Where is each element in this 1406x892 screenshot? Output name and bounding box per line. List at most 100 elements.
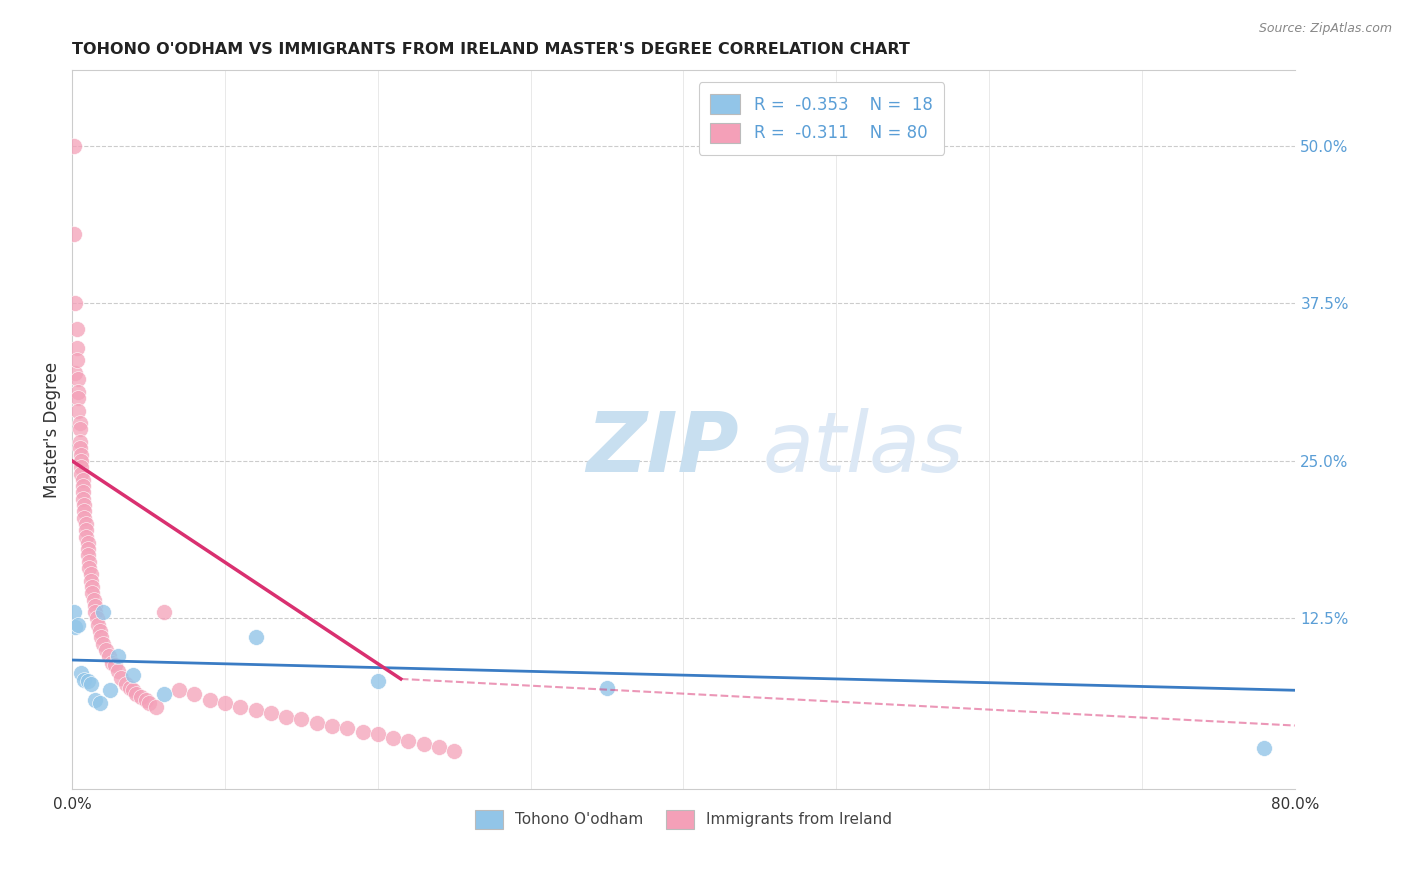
Point bbox=[79, 567, 101, 582]
Point bbox=[72, 491, 94, 506]
Point bbox=[229, 699, 252, 714]
Point bbox=[153, 687, 176, 701]
Point bbox=[135, 693, 157, 707]
Point bbox=[91, 605, 114, 619]
Point bbox=[427, 739, 450, 754]
Point bbox=[67, 384, 90, 399]
Point bbox=[73, 504, 96, 518]
Point bbox=[77, 555, 100, 569]
Point bbox=[69, 442, 91, 456]
Point bbox=[145, 699, 167, 714]
Point bbox=[305, 716, 328, 731]
Point bbox=[97, 649, 120, 664]
Point bbox=[382, 731, 405, 746]
Point bbox=[120, 681, 142, 695]
Point bbox=[65, 366, 87, 380]
Point bbox=[91, 637, 114, 651]
Point bbox=[129, 690, 152, 704]
Point bbox=[70, 467, 93, 481]
Point bbox=[107, 665, 129, 679]
Point bbox=[198, 693, 221, 707]
Point bbox=[70, 665, 93, 680]
Point bbox=[101, 656, 124, 670]
Point bbox=[67, 391, 90, 405]
Point bbox=[107, 649, 129, 664]
Point bbox=[84, 605, 107, 619]
Point bbox=[72, 485, 94, 500]
Point bbox=[104, 658, 127, 673]
Point bbox=[122, 668, 145, 682]
Point bbox=[125, 687, 148, 701]
Point bbox=[89, 696, 111, 710]
Point bbox=[83, 592, 105, 607]
Point bbox=[70, 454, 93, 468]
Point bbox=[110, 671, 132, 685]
Point bbox=[72, 473, 94, 487]
Point bbox=[367, 674, 389, 689]
Point bbox=[66, 341, 89, 355]
Point bbox=[79, 574, 101, 588]
Point bbox=[69, 416, 91, 430]
Point bbox=[75, 523, 97, 537]
Point bbox=[82, 586, 104, 600]
Point bbox=[76, 536, 98, 550]
Point bbox=[94, 643, 117, 657]
Point bbox=[65, 296, 87, 310]
Point bbox=[62, 139, 84, 153]
Point bbox=[138, 696, 160, 710]
Point bbox=[596, 681, 619, 695]
Point bbox=[66, 321, 89, 335]
Point bbox=[76, 549, 98, 563]
Point bbox=[396, 733, 419, 747]
Text: atlas: atlas bbox=[763, 408, 965, 489]
Point bbox=[73, 498, 96, 512]
Point bbox=[76, 674, 98, 689]
Point bbox=[62, 227, 84, 242]
Point bbox=[67, 403, 90, 417]
Point bbox=[84, 599, 107, 613]
Point bbox=[100, 683, 122, 698]
Point bbox=[73, 510, 96, 524]
Point bbox=[352, 724, 374, 739]
Point bbox=[73, 673, 96, 688]
Point bbox=[87, 617, 110, 632]
Point bbox=[276, 709, 298, 723]
Point bbox=[114, 677, 136, 691]
Point bbox=[367, 727, 389, 741]
Point bbox=[66, 353, 89, 368]
Point bbox=[69, 422, 91, 436]
Point bbox=[90, 631, 112, 645]
Point bbox=[336, 721, 359, 735]
Point bbox=[183, 687, 205, 701]
Point bbox=[412, 738, 434, 752]
Point bbox=[67, 617, 90, 632]
Point bbox=[72, 479, 94, 493]
Point bbox=[1253, 741, 1275, 756]
Point bbox=[167, 683, 190, 698]
Point bbox=[67, 372, 90, 386]
Point bbox=[82, 580, 104, 594]
Text: TOHONO O'ODHAM VS IMMIGRANTS FROM IRELAND MASTER'S DEGREE CORRELATION CHART: TOHONO O'ODHAM VS IMMIGRANTS FROM IRELAN… bbox=[72, 42, 910, 57]
Point bbox=[260, 706, 283, 720]
Legend: Tohono O'odham, Immigrants from Ireland: Tohono O'odham, Immigrants from Ireland bbox=[470, 804, 898, 835]
Point bbox=[86, 611, 108, 625]
Point bbox=[214, 696, 236, 710]
Point bbox=[79, 677, 101, 691]
Point bbox=[84, 693, 107, 707]
Point bbox=[290, 712, 312, 726]
Point bbox=[75, 516, 97, 531]
Point bbox=[75, 530, 97, 544]
Point bbox=[70, 460, 93, 475]
Text: Source: ZipAtlas.com: Source: ZipAtlas.com bbox=[1258, 22, 1392, 36]
Point bbox=[122, 683, 145, 698]
Y-axis label: Master's Degree: Master's Degree bbox=[44, 361, 60, 498]
Point bbox=[153, 605, 176, 619]
Text: ZIP: ZIP bbox=[586, 408, 738, 489]
Point bbox=[77, 561, 100, 575]
Point bbox=[62, 605, 84, 619]
Point bbox=[321, 718, 343, 732]
Point bbox=[70, 448, 93, 462]
Point bbox=[76, 542, 98, 557]
Point bbox=[245, 703, 267, 717]
Point bbox=[69, 435, 91, 450]
